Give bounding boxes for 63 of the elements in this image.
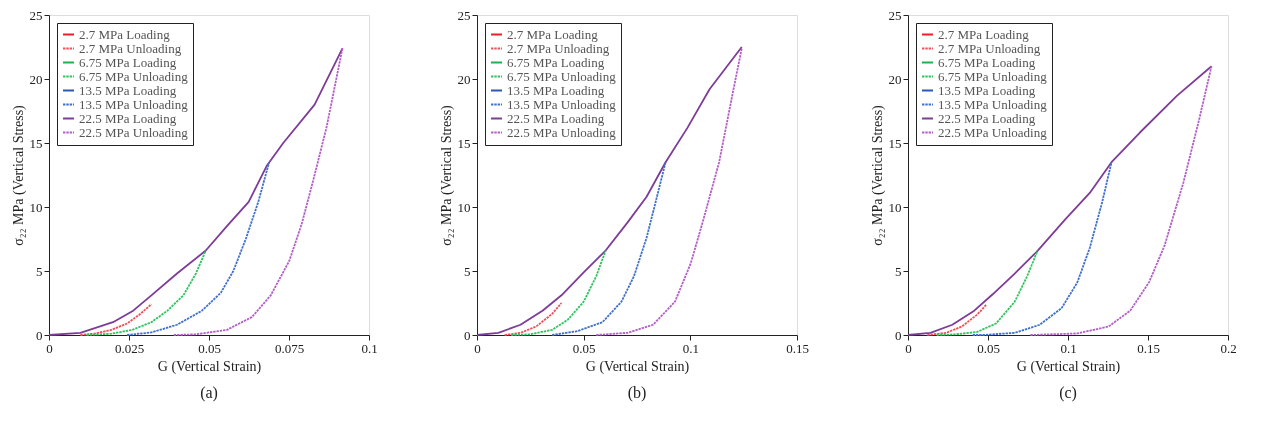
y-tick-label: 20: [888, 71, 902, 87]
y-tick-label: 0: [464, 327, 471, 343]
y-axis-title: σ₂₂ MPa (Vertical Stress): [438, 104, 455, 246]
x-tick-label: 0.05: [572, 340, 596, 356]
legend-label: 22.5 MPa Loading: [938, 110, 1036, 126]
legend-label: 2.7 MPa Loading: [507, 26, 599, 42]
legend-label: 22.5 MPa Loading: [507, 110, 605, 126]
y-axis-title: σ₂₂ MPa (Vertical Stress): [869, 104, 886, 246]
legend-label: 13.5 MPa Loading: [938, 82, 1036, 98]
legend-label: 22.5 MPa Loading: [79, 110, 177, 126]
x-tick-label: 0.05: [198, 340, 221, 356]
y-tick-label: 20: [29, 71, 43, 87]
y-tick-label: 20: [457, 71, 471, 87]
legend-label: 6.75 MPa Loading: [938, 54, 1036, 70]
y-tick-label: 0: [36, 327, 43, 343]
x-tick-label: 0: [905, 340, 912, 356]
y-tick-label: 15: [457, 135, 471, 151]
y-tick-label: 5: [464, 263, 471, 279]
x-tick-label: 0.2: [1220, 340, 1237, 356]
y-tick-label: 25: [457, 7, 471, 23]
text: (a): [200, 384, 218, 402]
line-series: [476, 46, 743, 336]
y-tick-label: 15: [888, 135, 902, 151]
x-axis-title: G (Vertical Strain): [157, 358, 262, 375]
legend-label: 13.5 MPa Loading: [79, 82, 177, 98]
x-tick-label: 0.1: [682, 340, 699, 356]
y-tick-label: 25: [29, 7, 43, 23]
text: (b): [627, 384, 647, 402]
line-series: [79, 303, 153, 336]
legend-label: 6.75 MPa Loading: [507, 54, 605, 70]
x-tick-label: 0.05: [977, 340, 1000, 356]
x-tick-label: 0: [46, 340, 53, 356]
legend-label: 6.75 MPa Loading: [79, 54, 177, 70]
legend-label: 2.7 MPa Loading: [79, 26, 171, 42]
x-tick-label: 0.15: [1137, 340, 1160, 356]
x-axis-title: G (Vertical Strain): [585, 358, 690, 375]
y-axis-title: σ₂₂ MPa (Vertical Stress): [10, 104, 27, 246]
text: (c): [1059, 384, 1077, 402]
y-tick-label: 10: [888, 199, 902, 215]
x-tick-label: 0: [474, 340, 481, 356]
line-series: [510, 249, 607, 336]
y-tick-label: 0: [895, 327, 902, 343]
y-tick-label: 5: [895, 263, 902, 279]
y-tick-label: 10: [29, 199, 43, 215]
legend-label: 2.7 MPa Loading: [938, 26, 1030, 42]
line-series: [126, 161, 271, 336]
line-series: [935, 249, 1039, 336]
x-tick-label: 0.025: [114, 340, 145, 356]
line-series: [85, 249, 207, 336]
line-series: [503, 302, 563, 336]
line-series: [971, 161, 1113, 336]
legend-label: 13.5 MPa Loading: [507, 82, 605, 98]
line-series: [926, 303, 988, 336]
y-tick-label: 5: [36, 263, 43, 279]
x-axis-title: G (Vertical Strain): [1016, 358, 1121, 375]
x-tick-label: 0.1: [361, 340, 378, 356]
line-series: [551, 161, 667, 336]
y-tick-label: 10: [457, 199, 471, 215]
x-tick-label: 0.075: [274, 340, 305, 356]
x-tick-label: 0.1: [1060, 340, 1077, 356]
y-tick-label: 25: [888, 7, 902, 23]
y-tick-label: 15: [29, 135, 43, 151]
x-tick-label: 0.15: [786, 340, 809, 356]
